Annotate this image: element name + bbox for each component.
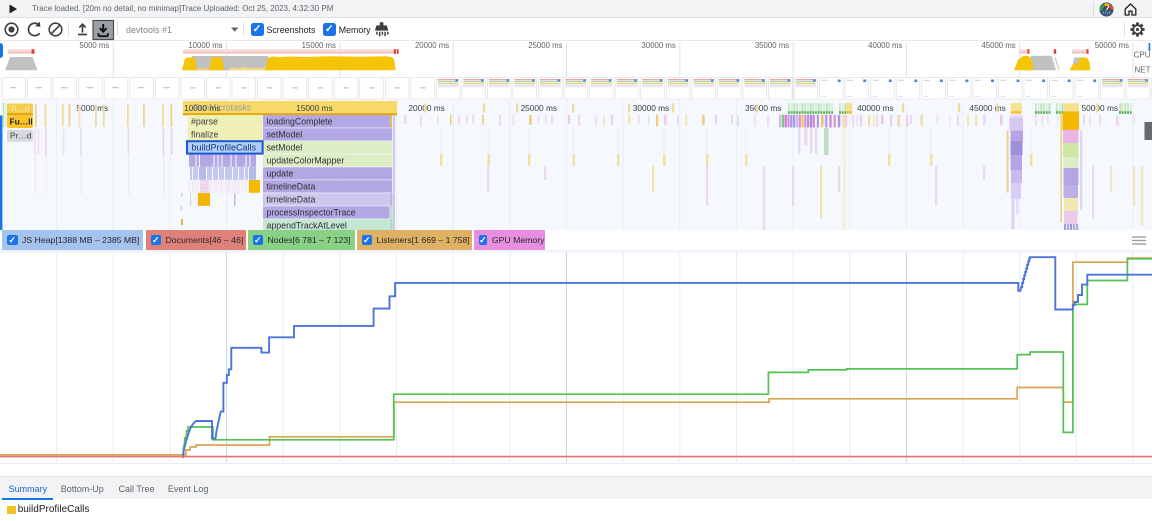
- svg-text:15000 ms: 15000 ms: [296, 103, 332, 113]
- svg-text:RunMicrotasks: RunMicrotasks: [193, 103, 252, 113]
- svg-text:30000 ms: 30000 ms: [642, 41, 676, 50]
- svg-text:40000 ms: 40000 ms: [868, 41, 902, 50]
- svg-text:finalize: finalize: [191, 129, 218, 139]
- svg-text:35000 ms: 35000 ms: [755, 41, 789, 50]
- svg-text:20000 ms: 20000 ms: [408, 103, 444, 113]
- svg-text:45000 ms: 45000 ms: [981, 41, 1015, 50]
- svg-text:timelineData: timelineData: [267, 181, 316, 191]
- svg-text:CPU: CPU: [1134, 51, 1151, 60]
- svg-text:20000 ms: 20000 ms: [415, 41, 449, 50]
- svg-text:update: update: [267, 168, 294, 178]
- svg-text:Ti…d: Ti…d: [10, 104, 30, 113]
- svg-text:setModel: setModel: [267, 129, 303, 139]
- svg-text:#parse: #parse: [191, 116, 218, 126]
- svg-text:50000 ms: 50000 ms: [1082, 103, 1118, 113]
- svg-text:buildProfileCalls: buildProfileCalls: [192, 142, 257, 152]
- svg-text:5000 ms: 5000 ms: [76, 103, 108, 113]
- svg-text:Pr…d: Pr…d: [10, 131, 32, 141]
- svg-text:50000 ms: 50000 ms: [1095, 41, 1129, 50]
- svg-text:40000 ms: 40000 ms: [857, 103, 893, 113]
- svg-text:setModel: setModel: [267, 142, 303, 152]
- svg-text:45000 ms: 45000 ms: [969, 103, 1005, 113]
- svg-text:NET: NET: [1135, 66, 1151, 75]
- svg-text:10000 ms: 10000 ms: [188, 41, 222, 50]
- svg-text:5000 ms: 5000 ms: [79, 41, 109, 50]
- svg-text:processInspectorTrace: processInspectorTrace: [267, 207, 356, 217]
- svg-text:10000 ms: 10000 ms: [184, 103, 220, 113]
- svg-text:loadingComplete: loadingComplete: [267, 116, 333, 126]
- svg-text:25000 ms: 25000 ms: [528, 41, 562, 50]
- svg-text:15000 ms: 15000 ms: [302, 41, 336, 50]
- svg-text:35000 ms: 35000 ms: [745, 103, 781, 113]
- svg-text:30000 ms: 30000 ms: [633, 103, 669, 113]
- svg-text:Fu…ll: Fu…ll: [10, 117, 33, 127]
- svg-text:timelineData: timelineData: [267, 194, 316, 204]
- svg-text:appendTrackAtLevel: appendTrackAtLevel: [267, 220, 347, 230]
- svg-text:updateColorMapper: updateColorMapper: [267, 155, 345, 165]
- svg-text:25000 ms: 25000 ms: [521, 103, 557, 113]
